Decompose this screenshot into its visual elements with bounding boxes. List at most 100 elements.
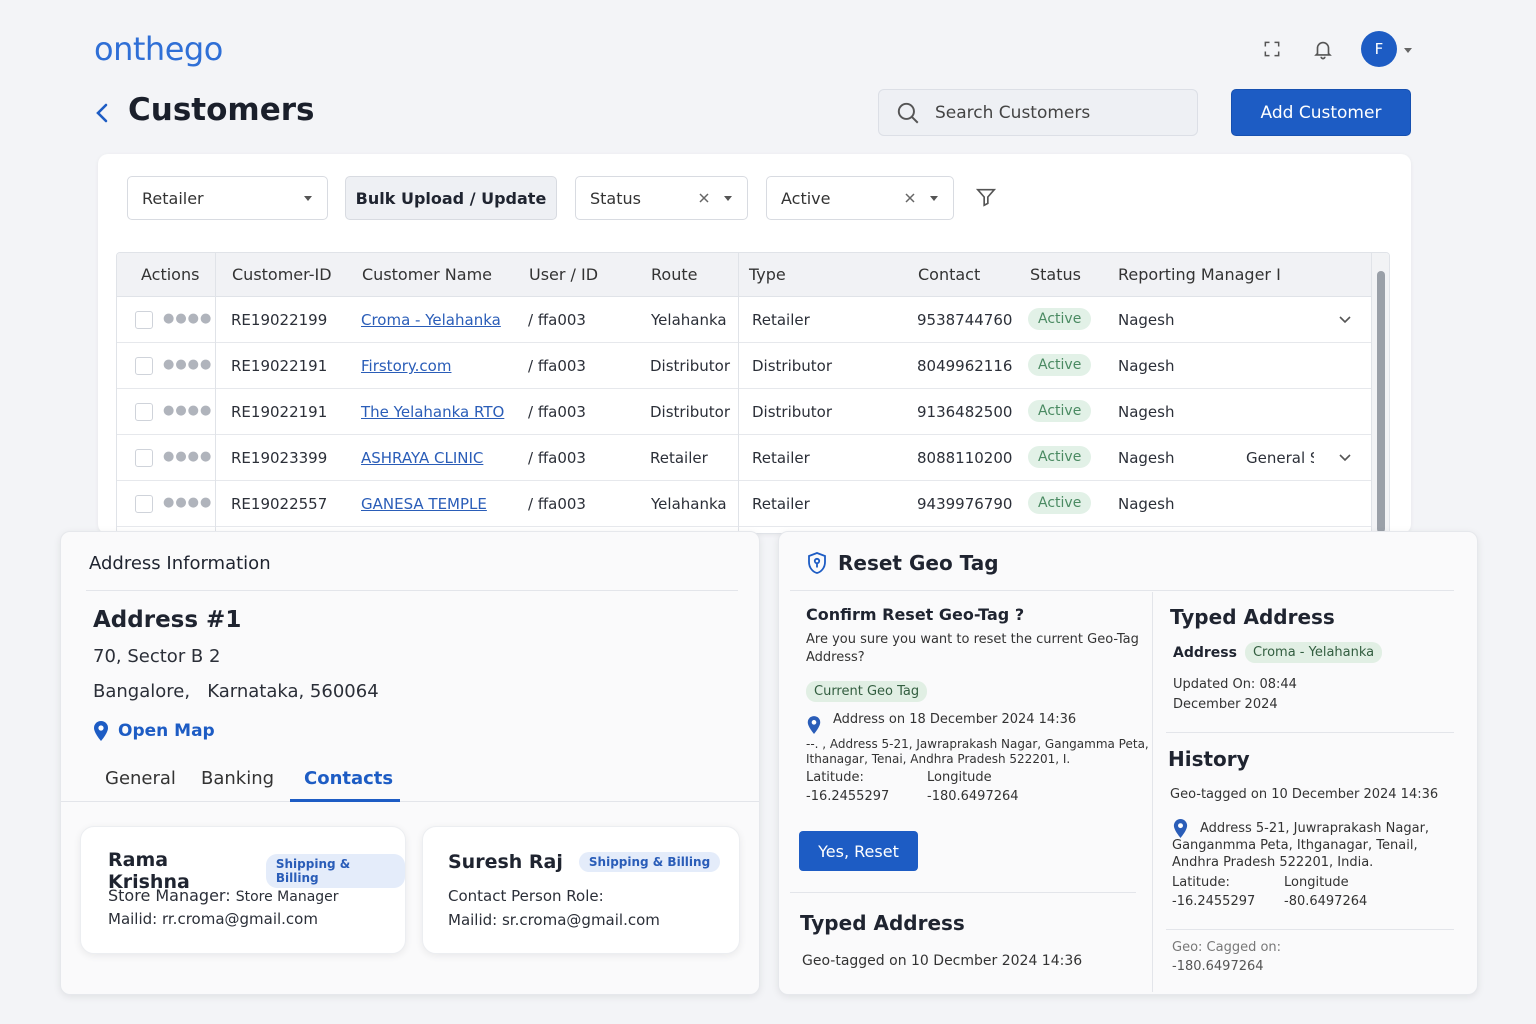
history-longitude-value: -80.6497264 [1284,894,1368,909]
cell-customer-name-link[interactable]: GANESA TEMPLE [361,495,487,513]
contact-name: Suresh Raj [448,851,563,873]
col-header-route[interactable]: Route [651,265,698,284]
cell-customer-id: RE19023399 [231,449,328,467]
tab-contacts[interactable]: Contacts [304,768,394,789]
geo-title-text: Reset Geo Tag [838,551,999,575]
scrollbar-thumb[interactable] [1377,271,1385,533]
chevron-down-icon[interactable] [1337,311,1353,327]
status-filter-select[interactable]: Status [575,176,748,220]
cell-route: Distributor [650,357,731,375]
customers-table: Actions Customer-ID Customer Name User /… [116,252,1390,534]
latitude-label: Latitude: [806,770,864,785]
chevron-down-icon[interactable] [1403,40,1417,56]
col-header-type[interactable]: Type [749,265,786,284]
typed-address-bottom-title: Typed Address [800,911,965,935]
col-header-status[interactable]: Status [1030,265,1081,284]
fullscreen-icon[interactable] [1259,36,1285,62]
cell-customer-name-link[interactable]: The Yelahanka RTO [361,403,505,421]
col-header-actions: Actions [141,265,200,284]
shipping-billing-badge: Shipping & Billing [265,854,405,888]
history-longitude-label: Longitude [1284,875,1349,890]
status-filter-label: Status [590,188,641,208]
updated-on-2: December 2024 [1173,697,1278,712]
cell-route: Distributor [650,403,731,421]
column-divider [738,253,739,533]
cell-customer-name-link[interactable]: Firstory.com [361,357,452,375]
row-actions-icon[interactable]: ●●●● [163,357,213,372]
search-icon [897,102,919,123]
col-header-reporting-manager[interactable]: Reporting Manager I [1118,265,1281,284]
history-address-1: Address 5-21, Juwraprakash Nagar, [1200,821,1430,836]
confirm-reset-text-2: Address? [806,650,865,665]
table-row[interactable]: ●●●● RE19023399 ASHRAYA CLINIC / ffa003 … [117,435,1371,481]
row-actions-icon[interactable]: ●●●● [163,311,213,326]
table-row[interactable]: ●●●● RE19022199 Croma - Yelahanka / ffa0… [117,297,1371,343]
reset-geo-tag-panel [778,531,1478,995]
col-header-contact[interactable]: Contact [918,265,981,284]
map-pin-icon [94,721,108,741]
cell-contact: 8049962116 [917,357,1013,375]
row-checkbox[interactable] [135,403,153,421]
table-row[interactable]: ●●●● RE19022191 The Yelahanka RTO / ffa0… [117,389,1371,435]
contact-card[interactable]: Rama Krishna Shipping & Billing Store Ma… [80,826,406,954]
row-checkbox[interactable] [135,357,153,375]
tab-banking[interactable]: Banking [201,768,275,789]
current-geo-tag-badge: Current Geo Tag [806,681,928,702]
tab-general[interactable]: General [105,768,176,789]
cell-user: / ffa003 [528,495,586,513]
app-logo[interactable]: onthego [94,30,223,68]
clear-icon[interactable] [697,191,711,205]
row-checkbox[interactable] [135,449,153,467]
divider [790,590,1454,591]
cell-type: Distributor [752,357,833,375]
row-actions-icon[interactable]: ●●●● [163,449,213,464]
divider [1166,732,1454,733]
table-row[interactable]: ●●●● RE19022191 Firstory.com / ffa003 Di… [117,343,1371,389]
avatar[interactable]: F [1361,31,1397,67]
open-map-link[interactable]: Open Map [92,720,215,742]
table-row[interactable]: ●●●● RE19022557 GANESA TEMPLE / ffa003 Y… [117,481,1371,527]
map-pin-icon [1172,818,1189,843]
col-header-customer-id[interactable]: Customer-ID [232,265,332,284]
cell-customer-name-link[interactable]: Croma - Yelahanka [361,311,501,329]
cell-manager: Nagesh [1118,357,1175,375]
bulk-upload-button[interactable]: Bulk Upload / Update [345,176,557,220]
filter-funnel-icon[interactable] [975,186,997,208]
caret-down-icon [304,196,312,201]
active-filter-select[interactable]: Active [766,176,954,220]
address-line-2: Bangalore, Karnataka, 560064 [93,681,379,702]
active-filter-value: Active [781,188,831,208]
row-checkbox[interactable] [135,495,153,513]
latitude-value: -16.2455297 [806,789,890,804]
map-pin-icon [806,715,822,739]
clear-icon[interactable] [903,191,917,205]
contact-name: Rama Krishna [108,849,190,893]
cell-customer-name-link[interactable]: ASHRAYA CLINIC [361,449,484,467]
typed-address-bottom-text: Geo-tagged on 10 Decmber 2024 14:36 [802,953,1083,969]
search-box[interactable] [878,89,1198,136]
row-actions-icon[interactable]: ●●●● [163,403,213,418]
contact-card[interactable]: Suresh Raj Shipping & Billing Contact Pe… [422,826,740,954]
cell-manager: Nagesh [1118,311,1175,329]
cell-user: / ffa003 [528,311,586,329]
yes-reset-button[interactable]: Yes, Reset [799,831,918,871]
current-geo-address-2: Ithanagar, Tenai, Andhra Pradesh 522201,… [806,752,1071,766]
cell-contact: 9439976790 [917,495,1013,513]
status-badge: Active [1028,308,1092,330]
status-badge: Active [1028,492,1092,514]
add-customer-button[interactable]: Add Customer [1231,89,1411,136]
chevron-down-icon[interactable] [1337,449,1353,465]
search-input[interactable] [935,102,1185,123]
history-date: Geo-tagged on 10 December 2024 14:36 [1170,787,1439,802]
col-header-customer-name[interactable]: Customer Name [362,265,493,284]
back-arrow-icon[interactable] [92,100,114,126]
type-filter-select[interactable]: Retailer [127,176,328,220]
cell-manager: Nagesh [1118,495,1175,513]
row-actions-icon[interactable]: ●●●● [163,495,213,510]
cell-customer-id: RE19022557 [231,495,328,513]
bell-icon[interactable] [1310,36,1336,62]
contact-mail: Mailid: sr.croma@gmail.com [448,911,660,929]
col-header-user-id[interactable]: User / ID [529,265,599,284]
row-checkbox[interactable] [135,311,153,329]
table-scrollbar[interactable] [1371,253,1389,533]
